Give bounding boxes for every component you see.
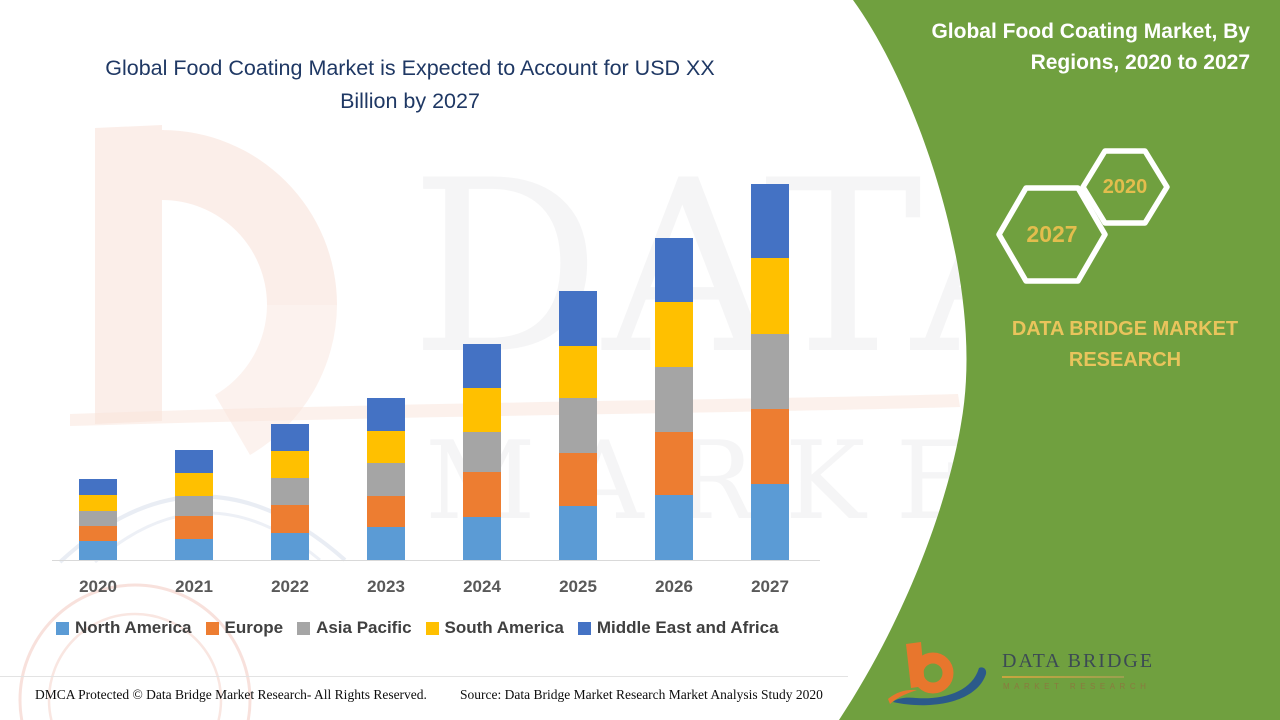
bar-segment bbox=[271, 533, 309, 560]
bar-segment bbox=[175, 473, 213, 496]
bar-segment bbox=[271, 505, 309, 533]
x-axis-label: 2020 bbox=[79, 577, 117, 596]
bar-segment bbox=[79, 541, 117, 560]
legend-label: South America bbox=[444, 618, 564, 637]
bar-segment bbox=[655, 495, 693, 560]
x-axis-label: 2024 bbox=[463, 577, 501, 596]
logo-divider-rule bbox=[1002, 676, 1124, 678]
legend-item: Asia Pacific bbox=[297, 618, 412, 638]
bar-segment bbox=[655, 432, 693, 495]
x-axis-line bbox=[52, 560, 820, 561]
data-bridge-logo-icon bbox=[888, 642, 987, 706]
badge-year-2027: 2027 bbox=[1026, 221, 1078, 247]
bar-segment bbox=[751, 258, 789, 334]
chart-title-line1: Global Food Coating Market is Expected t… bbox=[105, 56, 715, 80]
bar-segment bbox=[655, 367, 693, 432]
legend-swatch-icon bbox=[577, 621, 591, 635]
bar-segment bbox=[175, 539, 213, 560]
bar-segment bbox=[559, 291, 597, 346]
logo-subtitle-text: MARKET RESEARCH bbox=[1003, 682, 1151, 691]
legend-swatch-icon bbox=[205, 621, 219, 635]
bar-segment bbox=[559, 506, 597, 560]
bar-segment bbox=[751, 409, 789, 484]
bar-segment bbox=[463, 472, 501, 517]
chart-legend: North America Europe Asia Pacific South Ame… bbox=[56, 618, 793, 638]
legend-swatch-icon bbox=[425, 621, 439, 635]
x-axis-label: 2022 bbox=[271, 577, 309, 596]
bar-segment bbox=[367, 496, 405, 527]
side-title-line2: Regions, 2020 to 2027 bbox=[1030, 51, 1250, 74]
bar-segment bbox=[655, 302, 693, 367]
x-axis-label: 2023 bbox=[367, 577, 405, 596]
bar-segment bbox=[79, 479, 117, 495]
bar-segment bbox=[367, 431, 405, 463]
bar-segment bbox=[175, 450, 213, 473]
bar-segment bbox=[367, 527, 405, 560]
bar-segment bbox=[559, 346, 597, 398]
source-note: Source: Data Bridge Market Research Mark… bbox=[460, 687, 823, 702]
bar-segment bbox=[655, 238, 693, 302]
legend-item: North America bbox=[56, 618, 192, 638]
legend-swatch-icon bbox=[297, 621, 311, 635]
brand-text: DATA BRIDGE MARKET RESEARCH bbox=[1011, 318, 1239, 371]
bar-segment bbox=[79, 526, 117, 541]
side-panel-title: Global Food Coating Market, By Regions, … bbox=[905, 16, 1250, 78]
bar-segment bbox=[751, 184, 789, 258]
bar-segment bbox=[463, 344, 501, 388]
bar-segment bbox=[559, 453, 597, 506]
x-axis-label: 2021 bbox=[175, 577, 213, 596]
x-axis-label: 2027 bbox=[751, 577, 789, 596]
legend-label: North America bbox=[75, 618, 192, 637]
bar-segment bbox=[79, 511, 117, 526]
legend-label: Asia Pacific bbox=[316, 618, 412, 637]
dmca-notice: DMCA Protected © Data Bridge Market Rese… bbox=[35, 687, 427, 702]
x-axis-label: 2025 bbox=[559, 577, 597, 596]
chart-title-line2: Billion by 2027 bbox=[340, 89, 480, 113]
bar-segment bbox=[559, 398, 597, 453]
bar-segment bbox=[271, 451, 309, 478]
bar-segment bbox=[175, 496, 213, 516]
chart-title: Global Food Coating Market is Expected t… bbox=[40, 52, 780, 118]
bar-segment bbox=[463, 432, 501, 472]
bar-segment bbox=[463, 388, 501, 432]
logo-name-text: DATA BRIDGE bbox=[1002, 650, 1155, 672]
bar-segment bbox=[367, 463, 405, 496]
footer-divider bbox=[0, 676, 848, 677]
bar-segment bbox=[751, 484, 789, 560]
legend-label: Europe bbox=[224, 618, 284, 637]
bar-segment bbox=[751, 334, 789, 409]
bar-segment bbox=[271, 424, 309, 451]
legend-item: Europe bbox=[205, 618, 284, 638]
bar-segment bbox=[79, 495, 117, 511]
legend-item: Middle East and Africa bbox=[577, 618, 779, 638]
bar-segment bbox=[463, 517, 501, 560]
legend-label: Middle East and Africa bbox=[596, 618, 779, 637]
bar-segment bbox=[271, 478, 309, 505]
bar-segment bbox=[175, 516, 213, 539]
side-title-line1: Global Food Coating Market, By bbox=[931, 20, 1250, 43]
legend-item: South America bbox=[425, 618, 564, 638]
legend-swatch-icon bbox=[56, 621, 69, 635]
bar-segment bbox=[367, 398, 405, 431]
x-axis-label: 2026 bbox=[655, 577, 693, 596]
